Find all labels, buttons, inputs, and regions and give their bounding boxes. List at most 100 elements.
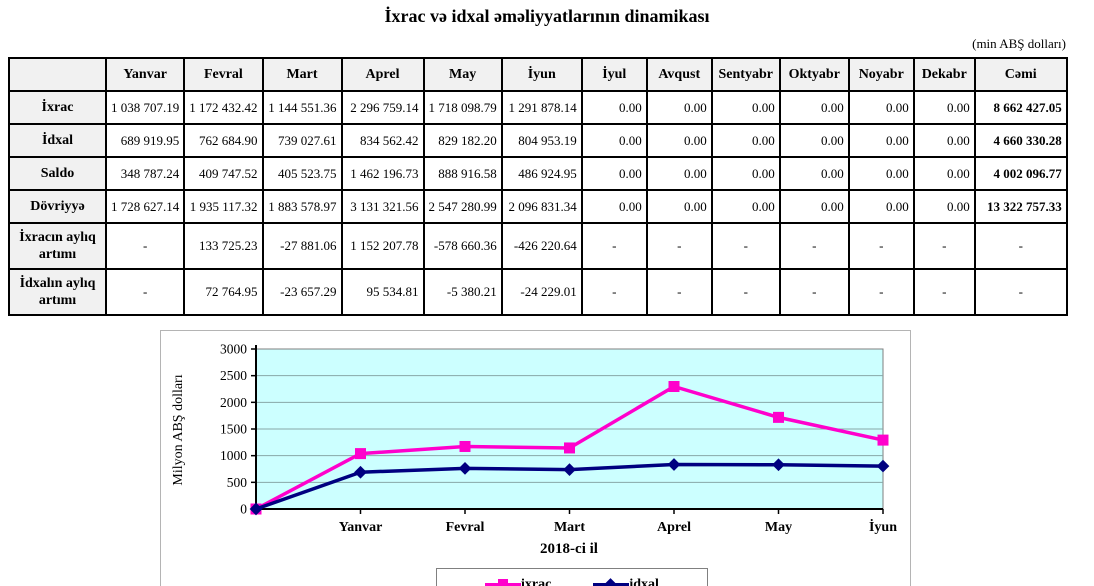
- column-header: İyul: [580, 57, 648, 92]
- column-header: Cəmi: [973, 57, 1068, 92]
- table-cell: -: [580, 268, 648, 316]
- table-cell: -: [778, 268, 850, 316]
- column-header: May: [422, 57, 503, 92]
- table-cell: 348 787.24: [104, 156, 186, 191]
- table-cell: 0.00: [912, 90, 976, 125]
- column-header: Avqust: [645, 57, 713, 92]
- column-header: Fevral: [183, 57, 264, 92]
- table-cell: 1 728 627.14: [104, 189, 186, 224]
- idxal-line-marker-icon: [593, 578, 630, 586]
- row-label: İxrac: [8, 90, 107, 125]
- chart-plot-area: 0 500 1000 1500 2000 2500 3000 Yanvar Fevral Mart…: [220, 342, 897, 536]
- table-cell: 0.00: [912, 189, 976, 224]
- table-cell: -: [104, 268, 186, 316]
- svg-text:2000: 2000: [220, 395, 247, 410]
- table-cell: 2 547 280.99: [422, 189, 503, 224]
- table-cell: 0.00: [580, 90, 648, 125]
- table-cell: 3 131 321.56: [340, 189, 425, 224]
- table-row: İxracın aylıq artımı -133 725.23 -27 881.0…: [8, 222, 1068, 270]
- table-cell: 95 534.81: [340, 268, 425, 316]
- table-cell: 1 935 117.32: [183, 189, 264, 224]
- legend-item-idxal: idxal: [593, 577, 659, 586]
- table-cell: -: [580, 222, 648, 270]
- table-cell: -: [710, 268, 781, 316]
- table-cell: 405 523.75: [261, 156, 343, 191]
- table-cell: -27 881.06: [261, 222, 343, 270]
- svg-text:500: 500: [227, 475, 248, 490]
- svg-text:0: 0: [240, 502, 247, 517]
- row-label: Saldo: [8, 156, 107, 191]
- table-cell: -: [645, 268, 713, 316]
- header-row: Yanvar Fevral Mart Aprel May İyun İyul Avqust Se…: [8, 57, 1068, 92]
- column-header: Sentyabr: [710, 57, 781, 92]
- table-cell: -: [847, 222, 915, 270]
- row-label: İdxal: [8, 123, 107, 158]
- table-cell: 0.00: [912, 123, 976, 158]
- table-cell: 689 919.95: [104, 123, 186, 158]
- table-cell: -: [710, 222, 781, 270]
- table-row: Saldo 348 787.24 409 747.52 405 523.75 1 462…: [8, 156, 1068, 191]
- table-head: Yanvar Fevral Mart Aprel May İyun İyul Avqust Se…: [8, 57, 1068, 92]
- table-cell: 0.00: [645, 189, 713, 224]
- table-cell: 0.00: [847, 90, 915, 125]
- table-cell: 739 027.61: [261, 123, 343, 158]
- table-cell: 4 002 096.77: [973, 156, 1068, 191]
- svg-text:3000: 3000: [220, 342, 247, 357]
- table-cell: 1 038 707.19: [104, 90, 186, 125]
- column-header: İyun: [500, 57, 583, 92]
- table-cell: 0.00: [645, 156, 713, 191]
- table-cell: 0.00: [847, 189, 915, 224]
- table-cell: -426 220.64: [500, 222, 583, 270]
- table-cell: 0.00: [778, 156, 850, 191]
- table-cell: -: [973, 268, 1068, 316]
- row-label: İdxalın aylıq artımı: [8, 268, 107, 316]
- page-title: İxrac və idxal əməliyyatlarının dinamika…: [384, 6, 710, 26]
- table-cell: -5 380.21: [422, 268, 503, 316]
- svg-text:2500: 2500: [220, 368, 247, 383]
- line-chart: Milyon ABŞ dolları 0 500 1000 1500 2000 2500 3…: [160, 330, 911, 586]
- table-cell: 0.00: [645, 90, 713, 125]
- table-cell: 829 182.20: [422, 123, 503, 158]
- table-cell: 1 291 878.14: [500, 90, 583, 125]
- legend-item-ixrac: ixrac: [485, 577, 551, 586]
- table-row: İdxalın aylıq artımı -72 764.95 -23 657.29…: [8, 268, 1068, 316]
- table-cell: 133 725.23: [183, 222, 264, 270]
- table-row: İdxal 689 919.95 762 684.90 739 027.61 834 5…: [8, 123, 1068, 158]
- table-cell: -23 657.29: [261, 268, 343, 316]
- table-cell: 0.00: [710, 189, 781, 224]
- table-cell: 1 152 207.78: [340, 222, 425, 270]
- column-header: [8, 57, 107, 92]
- table-cell: 1 144 551.36: [261, 90, 343, 125]
- table-cell: -24 229.01: [500, 268, 583, 316]
- unit-note: (min ABŞ dolları): [972, 36, 1066, 51]
- table-cell: -: [847, 268, 915, 316]
- svg-text:1000: 1000: [220, 448, 247, 463]
- legend-label-idxal: idxal: [629, 577, 659, 586]
- table-cell: 0.00: [580, 123, 648, 158]
- table-cell: 0.00: [778, 90, 850, 125]
- table-cell: 1 718 098.79: [422, 90, 503, 125]
- table-cell: 486 924.95: [500, 156, 583, 191]
- svg-text:Yanvar: Yanvar: [339, 520, 383, 535]
- table-cell: 0.00: [710, 123, 781, 158]
- x-axis-title: 2018-ci il: [540, 541, 598, 557]
- column-header: Dekabr: [912, 57, 976, 92]
- table-cell: 2 296 759.14: [340, 90, 425, 125]
- table-cell: 8 662 427.05: [973, 90, 1068, 125]
- svg-text:İyun: İyun: [869, 518, 897, 535]
- table-cell: 72 764.95: [183, 268, 264, 316]
- column-header: Aprel: [340, 57, 425, 92]
- svg-text:Fevral: Fevral: [446, 520, 485, 535]
- column-header: Noyabr: [847, 57, 915, 92]
- row-label: İxracın aylıq artımı: [8, 222, 107, 270]
- table-cell: -: [645, 222, 713, 270]
- table-cell: 0.00: [580, 189, 648, 224]
- table-cell: 1 883 578.97: [261, 189, 343, 224]
- table-cell: 762 684.90: [183, 123, 264, 158]
- column-header: Mart: [261, 57, 343, 92]
- table-cell: 13 322 757.33: [973, 189, 1068, 224]
- chart-legend: ixrac idxal: [436, 568, 708, 586]
- row-label: Dövriyyə: [8, 189, 107, 224]
- table-cell: -: [104, 222, 186, 270]
- table-cell: 888 916.58: [422, 156, 503, 191]
